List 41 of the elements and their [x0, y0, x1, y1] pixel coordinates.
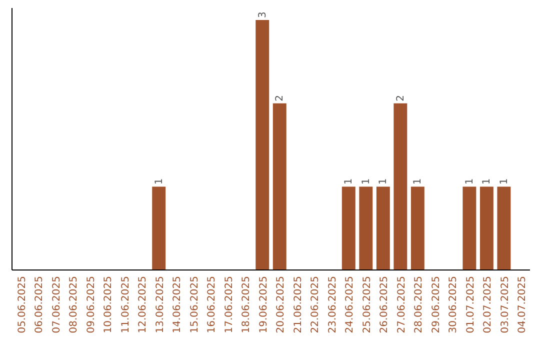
x-tick-label: 03.07.2025 [500, 276, 511, 334]
x-tick-label: 08.06.2025 [68, 276, 80, 334]
data-label: 1 [498, 178, 510, 185]
x-tick-label: 30.06.2025 [448, 276, 460, 334]
x-tick-label: 12.06.2025 [138, 276, 149, 334]
x-tick-label: 02.07.2025 [482, 276, 494, 334]
x-tick-label: 16.06.2025 [206, 276, 218, 334]
x-tick-label: 10.06.2025 [103, 276, 114, 334]
x-tick-label: 23.06.2025 [327, 276, 338, 334]
data-label: 1 [482, 178, 493, 185]
x-tick-label: 19.06.2025 [258, 276, 270, 334]
data-label: 3 [257, 12, 268, 18]
x-tick-label: 06.06.2025 [34, 276, 46, 334]
x-tick-label: 18.06.2025 [241, 276, 252, 334]
data-label: 1 [464, 178, 476, 185]
x-tick-label: 27.06.2025 [396, 276, 408, 334]
x-tick-label: 24.06.2025 [344, 276, 356, 334]
data-label: 1 [360, 178, 372, 185]
x-tick-label: 14.06.2025 [172, 276, 184, 334]
x-tick-label: 15.06.2025 [189, 276, 200, 334]
x-tick-label: 11.06.2025 [120, 276, 132, 334]
x-tick-label: 04.07.2025 [517, 276, 528, 334]
x-tick-label: 25.06.2025 [362, 276, 373, 334]
x-tick-label: 29.06.2025 [430, 276, 442, 334]
x-tick-label: 17.06.2025 [224, 276, 235, 334]
x-tick-label: 13.06.2025 [154, 276, 166, 334]
x-tick-label: 28.06.2025 [414, 276, 425, 334]
data-label: 1 [344, 178, 355, 185]
x-tick-label: 22.06.2025 [310, 276, 322, 334]
x-tick-label: 07.06.2025 [51, 276, 62, 334]
x-tick-label: 09.06.2025 [86, 276, 97, 334]
data-label: 1 [378, 178, 390, 185]
x-tick-label: 26.06.2025 [379, 276, 390, 334]
x-tick-label: 01.07.2025 [465, 276, 476, 334]
data-label: 1 [154, 178, 165, 185]
data-label: 1 [412, 178, 424, 185]
x-tick-label: 20.06.2025 [276, 276, 287, 334]
data-label: 2 [395, 94, 406, 102]
data-label: 2 [274, 94, 286, 102]
x-tick-label: 05.06.2025 [16, 276, 28, 334]
x-tick-label: 21.06.2025 [292, 276, 304, 334]
